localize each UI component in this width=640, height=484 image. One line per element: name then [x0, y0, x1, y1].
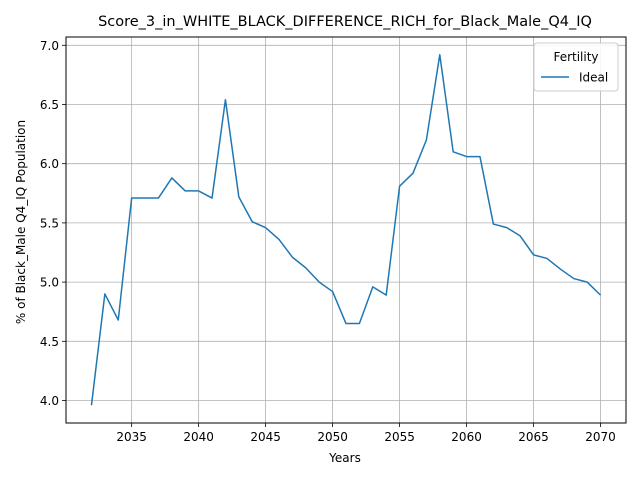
y-tick-label: 7.0 [40, 39, 59, 53]
grid [66, 37, 626, 423]
x-tick-label: 2035 [116, 430, 147, 444]
series-line-ideal [90, 54, 602, 406]
x-tick-label: 2055 [384, 430, 415, 444]
legend-title: Fertility [553, 50, 598, 64]
x-tick-label: 2065 [518, 430, 549, 444]
y-tick-label: 6.0 [40, 157, 59, 171]
x-tick-label: 2045 [250, 430, 281, 444]
chart-title: Score_3_in_WHITE_BLACK_DIFFERENCE_RICH_f… [98, 14, 592, 30]
x-axis-label: Years [328, 451, 361, 465]
x-tick-label: 2040 [183, 430, 214, 444]
plot-frame [65, 36, 627, 424]
tick-layer: 2035 2040 2045 2050 2055 2060 2065 2070 4.0 4.5 5.… [40, 39, 616, 444]
x-tick-label: 2050 [317, 430, 348, 444]
y-axis-label: % of Black_Male Q4_IQ Population [14, 120, 28, 324]
y-tick-label: 6.5 [40, 98, 59, 112]
y-tick-label: 4.0 [40, 394, 59, 408]
legend-box [533, 42, 619, 92]
x-tick-label: 2060 [451, 430, 482, 444]
legend-series-label: Ideal [579, 71, 608, 85]
series-layer [90, 54, 602, 406]
y-tick-label: 5.0 [40, 276, 59, 290]
y-tick-label: 4.5 [40, 335, 59, 349]
legend: Fertility Ideal [533, 42, 619, 92]
x-tick-label: 2070 [585, 430, 616, 444]
y-tick-label: 5.5 [40, 216, 59, 230]
